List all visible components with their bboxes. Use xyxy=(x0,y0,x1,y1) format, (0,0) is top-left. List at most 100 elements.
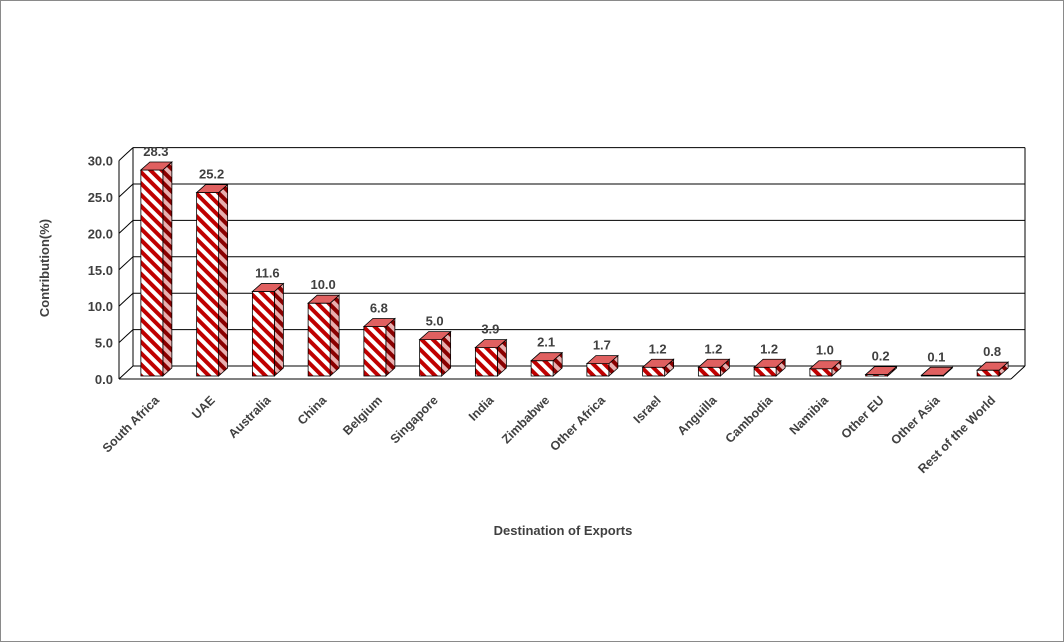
data-label: 0.2 xyxy=(872,349,890,364)
bar-side-face xyxy=(329,294,340,377)
bar-side-face xyxy=(162,161,173,377)
bar xyxy=(139,161,173,377)
x-tick-label: Other Asia xyxy=(888,392,943,447)
axis-layer xyxy=(118,147,1026,380)
bar-top-face xyxy=(362,318,396,327)
y-tick-label: 20.0 xyxy=(88,226,113,241)
bar-side-face xyxy=(385,317,396,377)
bar xyxy=(530,351,564,377)
bar-front-face xyxy=(642,366,666,377)
bar-front-face xyxy=(530,360,554,377)
bar-front-face xyxy=(419,339,443,377)
y-tick-label: 0.0 xyxy=(95,372,113,387)
bars-layer xyxy=(139,161,1010,377)
data-label: 2.1 xyxy=(537,335,555,350)
y-tick-label: 15.0 xyxy=(88,263,113,278)
bar xyxy=(753,358,787,377)
bar-front-face xyxy=(809,368,833,377)
bar xyxy=(418,330,452,377)
bar-top-face xyxy=(697,358,731,368)
bar-top-face xyxy=(474,339,508,349)
x-tick-label: China xyxy=(295,392,330,427)
x-tick-label: Singapore xyxy=(388,393,441,446)
bar-side-face xyxy=(218,183,229,377)
bar-top-face xyxy=(195,184,229,193)
side-wall-line xyxy=(118,147,134,161)
x-tick-label: Zimbabwe xyxy=(499,393,552,446)
bar xyxy=(585,354,619,377)
bar-front-face xyxy=(363,326,387,377)
y-axis-title: Contribution(%) xyxy=(37,219,52,317)
bar-front-face xyxy=(976,369,1000,377)
bar-top-face xyxy=(641,358,675,368)
x-tick-label: Namibia xyxy=(787,392,832,437)
floor-right-edge xyxy=(1010,365,1026,380)
data-label: 25.2 xyxy=(199,167,224,182)
bar-front-face xyxy=(196,192,220,377)
side-wall-line xyxy=(118,292,134,307)
x-tick-label: Cambodia xyxy=(723,392,776,445)
x-tick-label: Israel xyxy=(631,393,664,426)
bar-top-face xyxy=(139,161,173,171)
x-tick-label: Other Africa xyxy=(547,392,608,453)
data-label: 1.0 xyxy=(816,343,834,358)
data-label: 6.8 xyxy=(370,300,388,315)
x-tick-label: Belgium xyxy=(340,393,385,438)
side-wall-line xyxy=(118,329,134,343)
side-wall-line xyxy=(118,220,134,234)
data-label: 1.2 xyxy=(704,341,722,356)
bar-top-face xyxy=(307,294,341,304)
bar-front-face xyxy=(474,347,498,377)
bar-top-face xyxy=(753,358,787,368)
bar-top-face xyxy=(418,331,452,341)
bar xyxy=(976,361,1010,377)
x-tick-label: India xyxy=(466,392,497,423)
bar xyxy=(864,365,898,377)
side-wall-line xyxy=(118,183,134,198)
bar-side-face xyxy=(273,282,284,377)
bar xyxy=(641,358,675,377)
bar-front-face xyxy=(753,366,777,377)
x-tick-label: Anguilla xyxy=(675,392,721,438)
bar xyxy=(697,358,731,377)
side-wall-line xyxy=(118,365,134,380)
data-label: 0.8 xyxy=(983,344,1001,359)
bar-front-face xyxy=(140,169,164,377)
bar-front-face xyxy=(251,291,275,377)
data-label: 5.0 xyxy=(426,314,444,329)
bar xyxy=(307,294,341,377)
y-tick-label: 30.0 xyxy=(88,154,113,169)
bar xyxy=(251,282,285,377)
data-label: 10.0 xyxy=(310,277,335,292)
x-tick-label: Australia xyxy=(226,392,274,440)
data-label: 1.2 xyxy=(649,341,667,356)
data-label: 3.9 xyxy=(481,322,499,337)
bar-top-face xyxy=(976,361,1010,371)
bar xyxy=(362,317,396,377)
x-tick-label: UAE xyxy=(189,393,218,422)
data-label: 1.2 xyxy=(760,341,778,356)
bar-top-face xyxy=(808,360,842,370)
bar xyxy=(474,338,508,377)
bar xyxy=(808,359,842,377)
data-label: 1.7 xyxy=(593,338,611,353)
bar-front-face xyxy=(586,363,610,377)
data-label: 11.6 xyxy=(255,266,280,281)
bar-top-face xyxy=(585,355,619,365)
bar-front-face xyxy=(697,366,721,377)
side-wall-line xyxy=(118,256,134,271)
data-label: 0.1 xyxy=(927,349,945,364)
y-tick-label: 25.0 xyxy=(88,190,113,205)
bar xyxy=(195,183,229,377)
x-tick-label: Other EU xyxy=(839,393,887,441)
bar-top-face xyxy=(251,283,285,292)
bar-top-face xyxy=(864,366,898,375)
data-label: 28.3 xyxy=(143,144,168,159)
bar-top-face xyxy=(530,352,564,362)
y-tick-label: 10.0 xyxy=(88,299,113,314)
bar-front-face xyxy=(307,302,331,377)
bar-top-face xyxy=(920,366,954,376)
bar xyxy=(920,366,954,377)
